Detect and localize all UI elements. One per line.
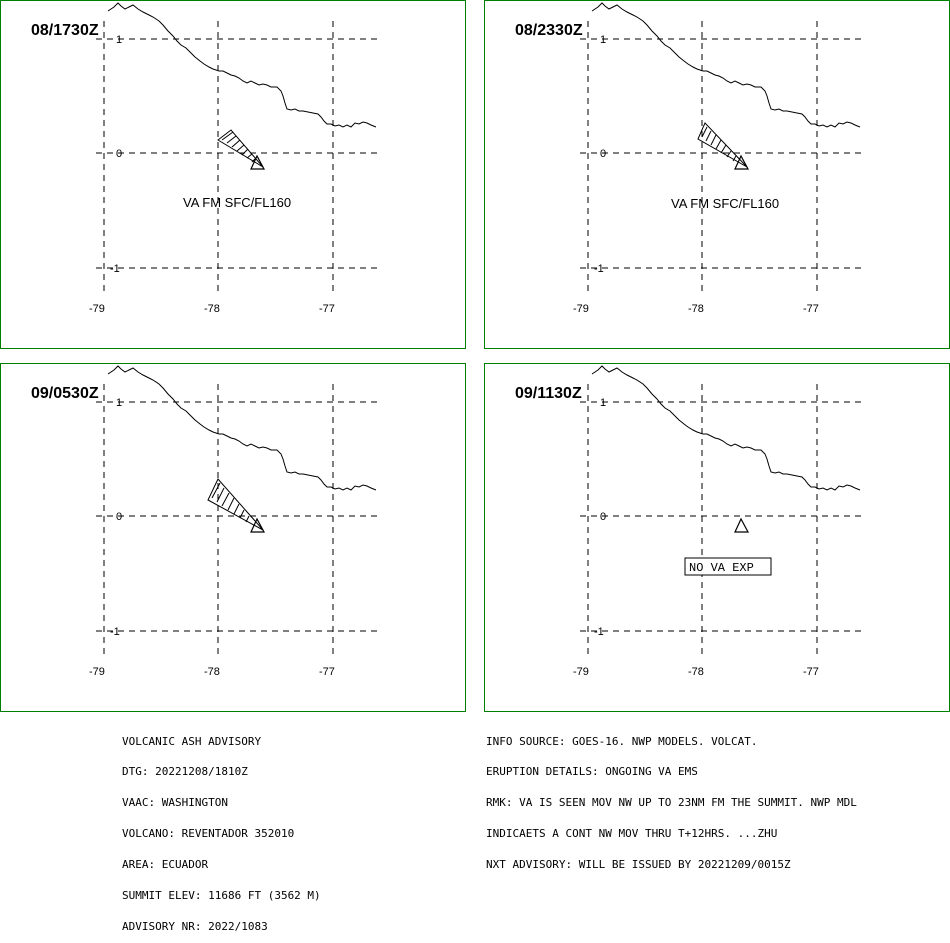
advisory-title: VOLCANIC ASH ADVISORY — [122, 734, 262, 748]
volcano-icon — [734, 154, 750, 170]
time-label: 09/0530Z — [31, 385, 99, 402]
ash-cloud — [697, 122, 748, 168]
lat-tick: -1 — [110, 263, 120, 275]
va-label: VA FM SFC/FL160 — [671, 196, 779, 211]
lon-tick: -78 — [688, 303, 704, 315]
forecast-panel-1: 08/1730Z VA FM SFC/FL160 1 0 -1 -79 -78 … — [0, 0, 466, 349]
no-va-box — [684, 557, 772, 576]
lon-tick: -79 — [573, 303, 589, 315]
forecast-panel-2: 08/2330Z VA FM SFC/FL160 1 0 -1 -79 -78 … — [484, 0, 950, 349]
advisory-vaac: VAAC: WASHINGTON — [122, 796, 228, 810]
lat-tick: 0 — [116, 511, 122, 523]
lat-tick: 1 — [600, 34, 606, 46]
map-panel-1: 08/1730Z VA FM SFC/FL160 1 0 -1 -79 -78 … — [31, 2, 377, 315]
map-panel-2: 08/2330Z VA FM SFC/FL160 1 0 -1 -79 -78 … — [515, 2, 861, 315]
volcano-icon — [734, 517, 750, 533]
advisory-volcano: VOLCANO: REVENTADOR 352010 — [122, 827, 295, 841]
lat-tick: -1 — [594, 626, 604, 638]
grid — [580, 384, 861, 659]
lon-tick: -78 — [688, 666, 704, 678]
lat-tick: 0 — [116, 148, 122, 160]
grid — [580, 21, 861, 296]
ash-cloud — [207, 478, 264, 531]
lat-tick: 0 — [600, 511, 606, 523]
no-va-label: NO VA EXP — [689, 561, 754, 575]
advisory-remarks: RMK: VA IS SEEN MOV NW UP TO 23NM FM THE… — [486, 796, 857, 810]
lon-tick: -77 — [319, 666, 335, 678]
forecast-panel-3: 09/0530Z 1 0 -1 -79 -78 -77 — [0, 363, 466, 712]
advisory-summit-elev: SUMMIT ELEV: 11686 FT (3562 M) — [122, 889, 321, 903]
coastline — [107, 2, 377, 128]
coastline — [591, 2, 861, 128]
grid — [96, 21, 377, 296]
lat-tick: 0 — [600, 148, 606, 160]
lat-tick: -1 — [110, 626, 120, 638]
coastline — [107, 365, 377, 491]
coastline — [591, 365, 861, 491]
advisory-eruption-details: ERUPTION DETAILS: ONGOING VA EMS — [486, 765, 698, 779]
lon-tick: -79 — [89, 303, 105, 315]
forecast-panel-4: NO VA EXP 09/1130Z 1 0 -1 -79 -78 -77 — [484, 363, 950, 712]
advisory-number: ADVISORY NR: 2022/1083 — [122, 919, 268, 933]
lat-tick: 1 — [600, 397, 606, 409]
lon-tick: -79 — [573, 666, 589, 678]
map-panel-4: NO VA EXP 09/1130Z 1 0 -1 -79 -78 -77 — [515, 365, 861, 678]
advisory-remarks-cont: INDICAETS A CONT NW MOV THRU T+12HRS. ..… — [486, 827, 778, 841]
volcano-icon — [250, 154, 266, 170]
time-label: 08/1730Z — [31, 22, 99, 39]
lat-tick: 1 — [116, 397, 122, 409]
lat-tick: -1 — [594, 263, 604, 275]
lon-tick: -77 — [803, 666, 819, 678]
lon-tick: -78 — [204, 303, 220, 315]
lat-tick: 1 — [116, 34, 122, 46]
time-label: 08/2330Z — [515, 22, 583, 39]
lon-tick: -79 — [89, 666, 105, 678]
advisory-area: AREA: ECUADOR — [122, 858, 209, 872]
advisory-next: NXT ADVISORY: WILL BE ISSUED BY 20221209… — [486, 858, 791, 872]
lon-tick: -77 — [803, 303, 819, 315]
advisory-info-source: INFO SOURCE: GOES-16. NWP MODELS. VOLCAT… — [486, 734, 758, 748]
va-label: VA FM SFC/FL160 — [183, 195, 291, 210]
time-label: 09/1130Z — [515, 385, 582, 402]
ash-cloud — [217, 129, 264, 168]
volcano-icon — [250, 517, 266, 533]
advisory-details-left: VOLCANIC ASH ADVISORY DTG: 20221208/1810… — [122, 716, 321, 943]
grid — [96, 384, 377, 659]
advisory-details-right: INFO SOURCE: GOES-16. NWP MODELS. VOLCAT… — [486, 716, 857, 881]
map-panel-3: 09/0530Z 1 0 -1 -79 -78 -77 — [31, 365, 377, 678]
lon-tick: -78 — [204, 666, 220, 678]
advisory-dtg: DTG: 20221208/1810Z — [122, 765, 248, 779]
lon-tick: -77 — [319, 303, 335, 315]
